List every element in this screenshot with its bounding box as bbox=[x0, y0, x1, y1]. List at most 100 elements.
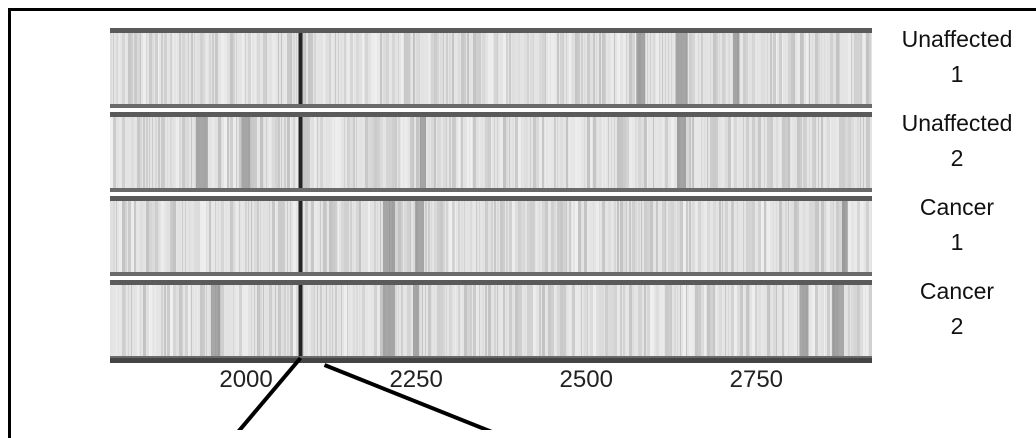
lane-striation bbox=[626, 112, 630, 192]
lane-striation bbox=[284, 112, 286, 192]
lane-striation bbox=[485, 112, 489, 192]
lane-striation bbox=[686, 196, 688, 276]
lane-striation bbox=[233, 280, 234, 360]
lane-striation bbox=[275, 196, 276, 276]
lane-striation bbox=[584, 112, 585, 192]
dark-band bbox=[298, 196, 303, 276]
lane-striation bbox=[329, 112, 330, 192]
lane-striation bbox=[281, 196, 284, 276]
lane-striation bbox=[773, 280, 777, 360]
lane-striation bbox=[818, 196, 819, 276]
lane-striation bbox=[407, 112, 408, 192]
lane-striation bbox=[362, 280, 366, 360]
lane-striation bbox=[326, 196, 327, 276]
lane-striation bbox=[599, 280, 603, 360]
lane-striation bbox=[368, 28, 370, 108]
lane-striation bbox=[653, 196, 654, 276]
lane-striation bbox=[401, 196, 403, 276]
lane-striation bbox=[155, 280, 156, 360]
lane-striation bbox=[551, 280, 554, 360]
lane-striation bbox=[695, 196, 698, 276]
lane-striation bbox=[257, 196, 259, 276]
lane-striation bbox=[494, 28, 498, 108]
dark-band bbox=[799, 280, 809, 360]
dark-band bbox=[298, 28, 303, 108]
lane-striation bbox=[116, 196, 117, 276]
lane-striation bbox=[452, 280, 453, 360]
lane-striation bbox=[656, 112, 657, 192]
lane-striation bbox=[200, 196, 203, 276]
lane-striation bbox=[656, 196, 658, 276]
lane-striation bbox=[512, 112, 514, 192]
lane-striation bbox=[344, 28, 346, 108]
lane-striation bbox=[311, 280, 315, 360]
figure-frame bbox=[8, 8, 1036, 438]
lane-striation bbox=[437, 280, 441, 360]
lane-striation bbox=[650, 280, 654, 360]
lane-striation bbox=[722, 112, 724, 192]
lane-striation bbox=[491, 280, 493, 360]
lane-striation bbox=[113, 196, 115, 276]
lane-striation bbox=[179, 280, 183, 360]
lane-striation bbox=[656, 280, 660, 360]
lane-striation bbox=[521, 280, 522, 360]
lane-striation bbox=[218, 112, 222, 192]
lane-striation bbox=[221, 28, 225, 108]
lane-striation bbox=[212, 196, 215, 276]
lane-striation bbox=[512, 28, 516, 108]
lane-striation bbox=[143, 280, 147, 360]
lane-striation bbox=[602, 28, 605, 108]
lane-striation bbox=[674, 196, 676, 276]
lane-striation bbox=[602, 196, 605, 276]
lane-striation bbox=[608, 280, 611, 360]
lane-striation bbox=[368, 280, 372, 360]
lane-striation bbox=[545, 196, 549, 276]
lane-striation bbox=[197, 28, 200, 108]
lane-striation bbox=[827, 196, 830, 276]
lane-striation bbox=[446, 112, 447, 192]
lane-striation bbox=[698, 196, 702, 276]
lane-striation bbox=[305, 196, 309, 276]
lane-striation bbox=[182, 28, 185, 108]
lane-striation bbox=[830, 28, 834, 108]
lane-striation bbox=[200, 28, 204, 108]
lane-striation bbox=[533, 280, 537, 360]
lane-striation bbox=[662, 196, 666, 276]
lane-striation bbox=[335, 280, 337, 360]
lane-striation bbox=[746, 280, 749, 360]
lane-striation bbox=[572, 112, 574, 192]
lane-striation bbox=[155, 28, 158, 108]
lane-striation bbox=[620, 28, 624, 108]
lane-striation bbox=[803, 196, 805, 276]
lane-striation bbox=[764, 112, 765, 192]
lane-striation bbox=[374, 28, 377, 108]
lane-striation bbox=[761, 112, 765, 192]
lane-striation bbox=[860, 112, 861, 192]
lane-striation bbox=[293, 28, 295, 108]
lane-striation bbox=[251, 196, 252, 276]
lane-striation bbox=[521, 28, 522, 108]
lane-striation bbox=[557, 112, 558, 192]
lane-striation bbox=[809, 196, 813, 276]
lane-striation bbox=[257, 280, 261, 360]
lane-striation bbox=[635, 196, 637, 276]
lane-striation bbox=[749, 196, 752, 276]
lane-striation bbox=[482, 280, 484, 360]
dark-band bbox=[841, 196, 848, 276]
lane-striation bbox=[131, 196, 134, 276]
lane-striation bbox=[773, 112, 777, 192]
lane-striation bbox=[797, 196, 799, 276]
lane-striation bbox=[182, 196, 183, 276]
lane-striation bbox=[701, 112, 702, 192]
lane-striation bbox=[191, 196, 194, 276]
lane-striation bbox=[362, 112, 366, 192]
lane-striation bbox=[626, 28, 627, 108]
lane-striation bbox=[314, 112, 316, 192]
lane-striation bbox=[386, 28, 389, 108]
lane-striation bbox=[758, 28, 759, 108]
lane-striation bbox=[185, 196, 186, 276]
lane-striation bbox=[662, 28, 663, 108]
lane-striation bbox=[203, 196, 206, 276]
lane-striation bbox=[788, 280, 789, 360]
lane-striation bbox=[476, 280, 480, 360]
